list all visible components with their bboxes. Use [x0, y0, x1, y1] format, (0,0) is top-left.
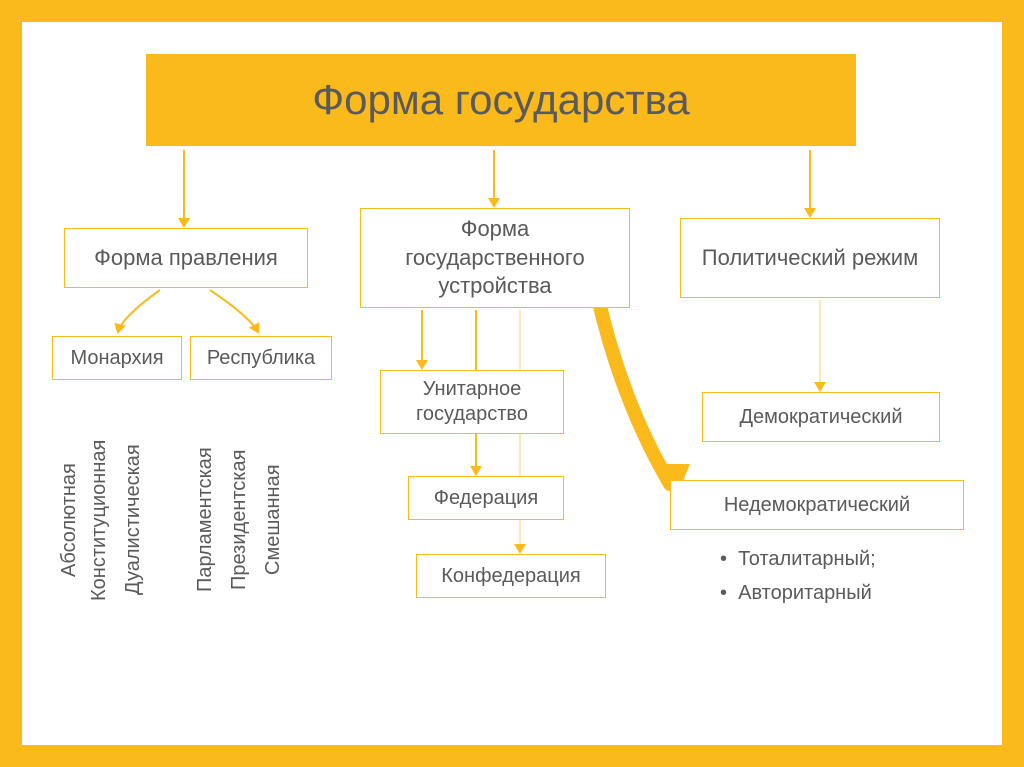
node-federation: Федерация	[408, 476, 564, 520]
label-gov-form: Форма правления	[94, 245, 278, 271]
outer-frame: Форма государства Форма правления Форма …	[0, 0, 1024, 767]
node-gov-form: Форма правления	[64, 228, 308, 288]
node-nondemocratic: Недемократический	[670, 480, 964, 530]
bullet-1: • Авторитарный	[720, 582, 872, 605]
label-confederation: Конфедерация	[441, 565, 580, 588]
label-federation: Федерация	[434, 487, 538, 510]
vtext-republic-2: Смешанная	[262, 400, 285, 640]
vtext-monarchy-2: Дуалистическая	[122, 400, 145, 640]
node-monarchy: Монархия	[52, 336, 182, 380]
node-confederation: Конфедерация	[416, 554, 606, 598]
label-monarchy: Монархия	[70, 347, 163, 370]
bullet-0: • Тоталитарный;	[720, 548, 876, 571]
title-text: Форма государства	[312, 76, 690, 124]
node-republic: Республика	[190, 336, 332, 380]
label-state-structure: Форма государственного устройства	[371, 215, 619, 301]
label-political-regime: Политический режим	[702, 244, 918, 273]
label-unitary: Унитарное государство	[391, 377, 553, 427]
label-nondemocratic: Недемократический	[724, 494, 910, 517]
node-political-regime: Политический режим	[680, 218, 940, 298]
label-democratic: Демократический	[739, 406, 902, 429]
diagram-title: Форма государства	[146, 54, 856, 146]
vtext-republic-1: Президентская	[228, 400, 251, 640]
node-state-structure: Форма государственного устройства	[360, 208, 630, 308]
vtext-monarchy-1: Конституционная	[88, 400, 111, 640]
label-republic: Республика	[207, 347, 315, 370]
node-democratic: Демократический	[702, 392, 940, 442]
vtext-monarchy-0: Абсолютная	[58, 400, 81, 640]
vtext-republic-0: Парламентская	[194, 400, 217, 640]
node-unitary: Унитарное государство	[380, 370, 564, 434]
